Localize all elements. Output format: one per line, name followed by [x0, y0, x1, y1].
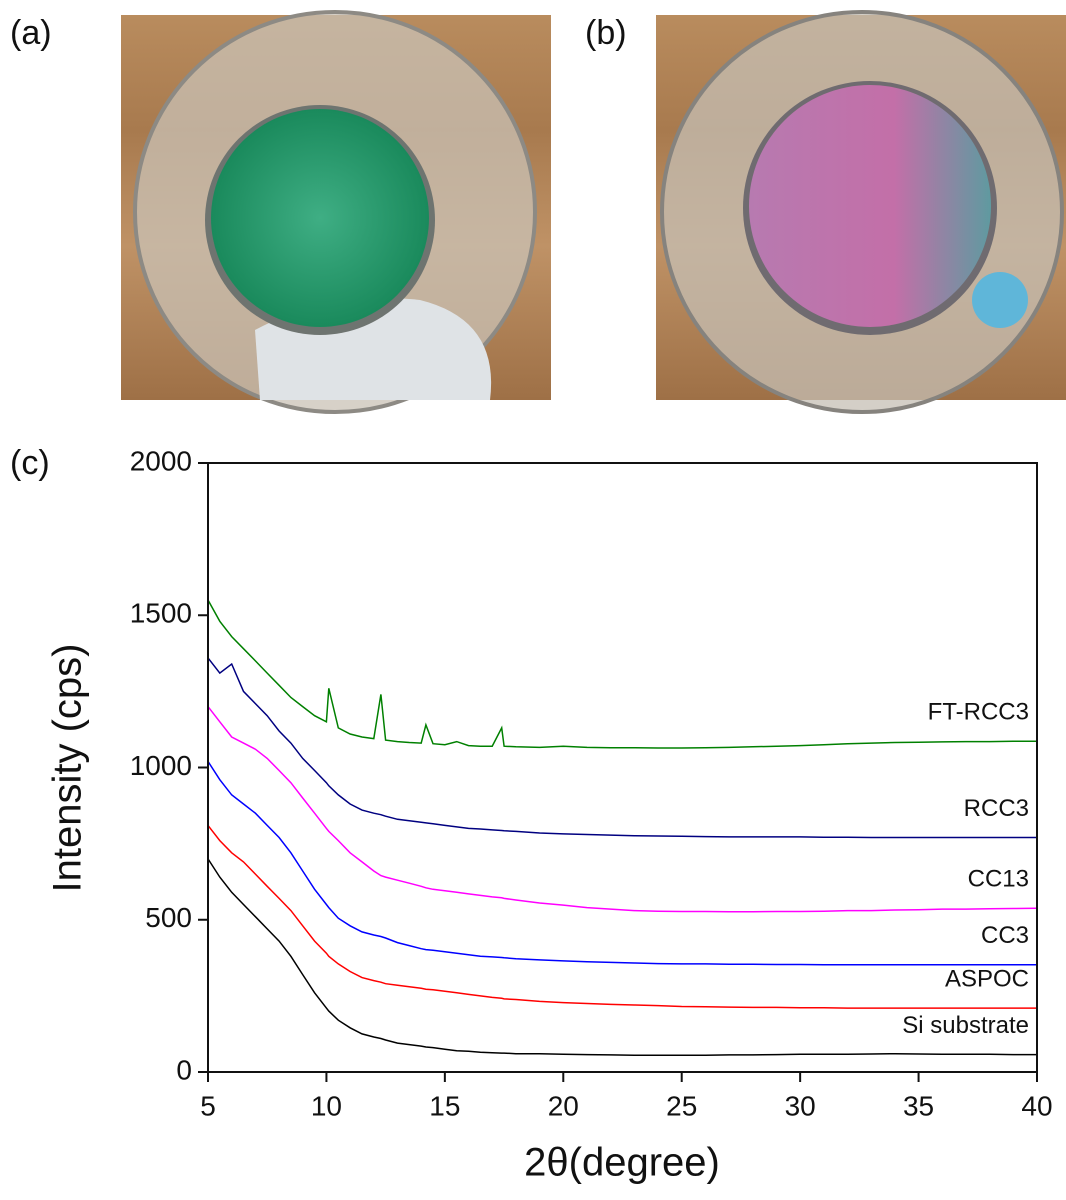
series-label: CC3 — [981, 922, 1029, 949]
series-line — [207, 657, 1037, 839]
panel-label: (b) — [585, 14, 627, 52]
y-tick-label: 1500 — [130, 598, 192, 629]
series-label: RCC3 — [964, 795, 1029, 822]
series-line — [207, 706, 1038, 913]
series-line — [207, 760, 1037, 966]
series-line — [207, 824, 1037, 1009]
x-tick-label: 35 — [903, 1090, 934, 1121]
series-line — [207, 858, 1037, 1057]
y-tick-label: 0 — [176, 1054, 192, 1085]
series-label: ASPOC — [945, 965, 1029, 992]
plot-frame — [207, 462, 1038, 1073]
y-tick-label: 500 — [145, 902, 192, 933]
series-label: Si substrate — [902, 1012, 1029, 1039]
photo-b — [656, 10, 1066, 414]
panel-label: (a) — [10, 14, 52, 52]
y-tick-label: 1000 — [130, 750, 192, 781]
x-tick-label: 10 — [311, 1090, 342, 1121]
x-tick-label: 25 — [666, 1090, 697, 1121]
y-tick-label: 2000 — [130, 445, 192, 476]
photo-a — [121, 10, 551, 414]
series-line — [207, 599, 1037, 749]
series-label: FT-RCC3 — [928, 699, 1029, 726]
x-axis-title: 2θ(degree) — [524, 1141, 720, 1185]
x-tick-label: 30 — [785, 1090, 816, 1121]
x-tick-label: 15 — [429, 1090, 460, 1121]
series-label: CC13 — [968, 866, 1029, 893]
panel-label: (c) — [10, 444, 50, 482]
x-tick-label: 20 — [548, 1090, 579, 1121]
x-tick-label: 40 — [1021, 1090, 1052, 1121]
y-axis-title: Intensity (cps) — [46, 644, 90, 893]
x-tick-label: 5 — [200, 1090, 216, 1121]
